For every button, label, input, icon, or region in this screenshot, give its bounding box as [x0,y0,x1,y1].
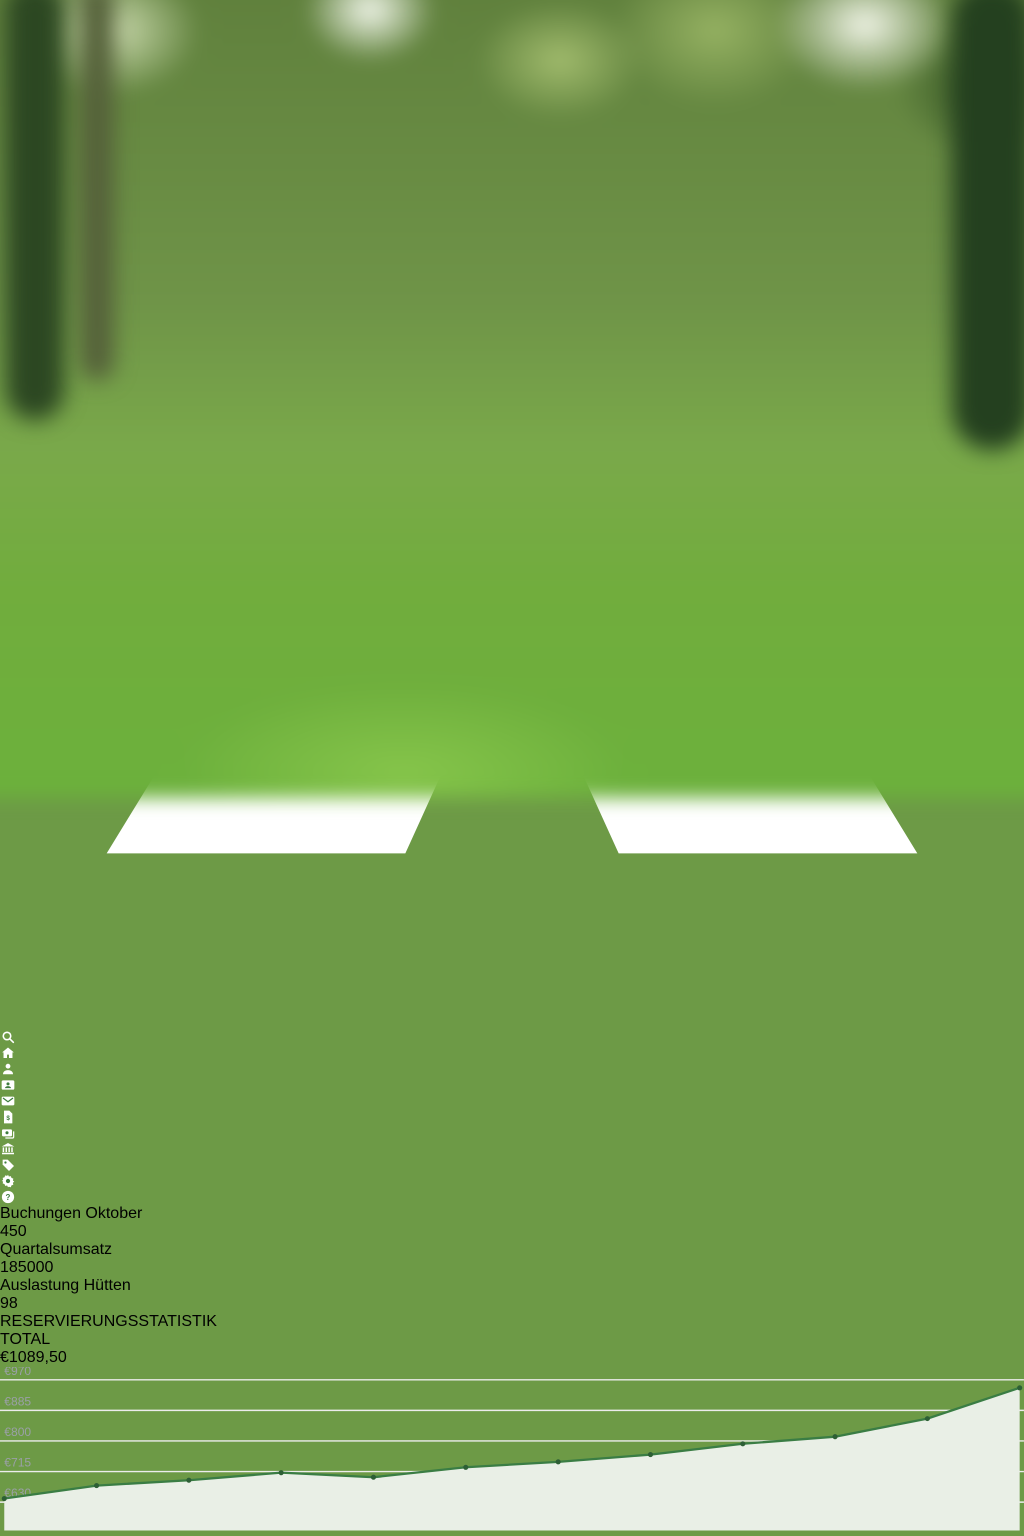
svg-text:€800: €800 [4,1425,31,1439]
svg-text:€715: €715 [4,1456,31,1470]
svg-text:$: $ [6,1115,10,1122]
sidebar-item-settings[interactable] [0,1173,1024,1189]
sidebar-item-mail[interactable] [0,1093,1024,1109]
sidebar-item-contacts[interactable] [0,1077,1024,1093]
bank-icon [0,1141,1024,1157]
chart-total-value: €1089,50 [0,1349,67,1366]
reservation-statistics-card: RESERVIERUNGSSTATISTIK TOTAL €1089,50 €9… [0,1313,1024,1536]
sidebar-item-bank[interactable] [0,1141,1024,1157]
sidebar-item-help[interactable]: ? [0,1189,1024,1205]
stat-card-quarter-revenue: Quartalsumsatz 185000 [0,1241,1024,1277]
svg-text:?: ? [6,1193,11,1202]
settings-icon [0,1173,1024,1189]
contacts-icon [0,1077,1024,1093]
chart-total-label: TOTAL [0,1331,51,1348]
help-icon: ? [0,1189,1024,1205]
stats-row: Buchungen Oktober 450 Quartalsumsatz 185… [0,1205,1024,1313]
stat-value: 450 [0,1223,27,1240]
tree-trunk [80,0,114,380]
sidebar-item-guests[interactable] [0,1061,1024,1077]
home-icon [0,1045,1024,1061]
invoices-icon: $ [0,1109,1024,1125]
nature-background [0,0,1024,798]
stat-card-bookings: Buchungen Oktober 450 [0,1205,1024,1241]
sidebar-footer-nav: ? [0,1173,1024,1205]
chart-title: RESERVIERUNGSSTATISTIK [0,1313,217,1330]
stat-value: 98 [0,1295,18,1312]
mail-icon [0,1093,1024,1109]
tags-icon [0,1157,1024,1173]
tree-trunk [952,0,1024,450]
chart-header: RESERVIERUNGSSTATISTIK TOTAL €1089,50 [0,1313,1024,1367]
dashboard-main: Buchungen Oktober 450 Quartalsumsatz 185… [0,1205,1024,1536]
sidebar-item-invoices[interactable]: $ [0,1109,1024,1125]
stat-card-occupancy: Auslastung Hütten 98 [0,1277,1024,1313]
reservations-chart: €970€885€800€715€630 [0,1364,1024,1531]
sidebar-footer: ? [0,1173,1024,1205]
payments-icon [0,1125,1024,1141]
search-icon [0,1029,1024,1045]
sidebar-item-home[interactable] [0,1045,1024,1061]
stat-label: Auslastung Hütten [0,1277,131,1294]
tree-trunk [6,0,64,420]
sidebar-item-search[interactable] [0,1029,1024,1045]
stat-label: Buchungen Oktober [0,1205,143,1222]
guests-icon [0,1061,1024,1077]
stat-label: Quartalsumsatz [0,1241,113,1258]
svg-text:€970: €970 [4,1367,31,1378]
svg-text:€885: €885 [4,1394,31,1408]
stat-value: 185000 [0,1259,54,1276]
sidebar-item-tags[interactable] [0,1157,1024,1173]
sidebar-nav: $ [0,1029,1024,1173]
sidebar-item-payments[interactable] [0,1125,1024,1141]
